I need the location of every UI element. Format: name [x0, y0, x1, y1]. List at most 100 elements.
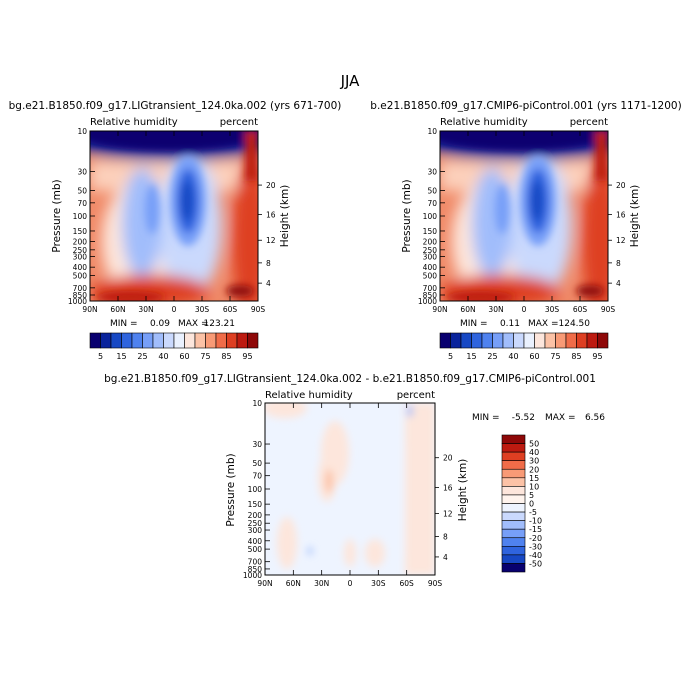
colorbar-swatch: [555, 332, 567, 349]
colorbar-swatch: [439, 332, 451, 349]
colorbar-label: 15: [116, 352, 126, 361]
colorbar-swatch: [205, 332, 217, 349]
pressure-tick-label: 850: [73, 291, 88, 300]
panel-3-min-label: MIN =: [472, 413, 500, 423]
colorbar-swatch: [501, 486, 526, 496]
panel-2-height-axis: 20 16 12 8 4: [608, 181, 626, 288]
panel-2-min-value: 0.11: [500, 319, 520, 329]
height-tick-label: 12: [266, 236, 276, 245]
colorbar-swatch: [173, 332, 185, 349]
colorbar-swatch: [501, 477, 526, 487]
pressure-tick-label: 400: [73, 263, 88, 272]
panel-3-latitude-axis: 90N 60N 30N 0 30S 60S 90S: [257, 403, 442, 588]
pressure-tick-label: 700: [423, 284, 438, 293]
colorbar-swatch: [501, 554, 526, 564]
colorbar-label: 95: [592, 352, 602, 361]
latitude-tick-label: 0: [522, 305, 527, 314]
colorbar-label: -10: [529, 517, 542, 526]
colorbar-swatch: [194, 332, 206, 349]
colorbar-label: 25: [487, 352, 497, 361]
colorbar-label: 40: [158, 352, 168, 361]
pressure-tick-label: 50: [427, 186, 437, 195]
colorbar-swatch: [492, 332, 504, 349]
colorbar-swatch: [163, 332, 175, 349]
colorbar-swatch: [586, 332, 598, 349]
colorbar-swatch: [131, 332, 143, 349]
panel-2-latitude-axis: 90N 60N 30N 0 30S 60S 90S: [432, 131, 615, 314]
latitude-tick-label: 60S: [573, 305, 588, 314]
colorbar-swatch: [142, 332, 154, 349]
colorbar-swatch: [597, 332, 609, 349]
panel-2-variable-label: Relative humidity: [440, 117, 528, 128]
panel-3-y2label: Height (km): [457, 459, 469, 522]
height-tick-label: 20: [443, 454, 453, 463]
panel-2-units-label: percent: [570, 117, 608, 128]
pressure-tick-label: 70: [427, 199, 437, 208]
height-tick-label: 16: [266, 211, 276, 220]
pressure-tick-label: 70: [252, 472, 262, 481]
colorbar-swatch: [501, 528, 526, 539]
latitude-tick-label: 30S: [195, 305, 210, 314]
height-tick-label: 12: [443, 510, 453, 519]
height-tick-label: 16: [443, 484, 453, 493]
height-tick-label: 16: [616, 211, 626, 220]
latitude-tick-label: 60S: [400, 579, 415, 588]
pressure-tick-label: 200: [73, 238, 88, 247]
panel-3: bg.e21.B1850.f09_g17.LIGtransient_124.0k…: [104, 373, 605, 588]
colorbar-swatch: [523, 332, 535, 349]
colorbar-swatch: [460, 332, 472, 349]
pressure-tick-label: 150: [73, 227, 88, 236]
colorbar-label: 85: [571, 352, 581, 361]
colorbar-label: 15: [466, 352, 476, 361]
pressure-tick-label: 1000: [243, 571, 262, 580]
panel-1-min-label: MIN =: [110, 319, 138, 329]
panel-2-colorbar: 5 15 25 40 60 75 85 95: [439, 332, 609, 361]
pressure-tick-label: 300: [423, 253, 438, 262]
latitude-tick-label: 90N: [82, 305, 97, 314]
pressure-tick-label: 1000: [68, 297, 87, 306]
colorbar-swatch: [501, 434, 526, 444]
panel-2-contour-field: [440, 131, 608, 301]
latitude-tick-label: 90S: [428, 579, 443, 588]
colorbar-swatch: [534, 332, 546, 349]
colorbar-swatch: [576, 332, 588, 349]
panel-2-max-label: MAX =: [528, 319, 559, 329]
colorbar-swatch: [544, 332, 556, 349]
pressure-tick-label: 30: [252, 440, 262, 449]
height-tick-label: 4: [266, 279, 271, 288]
pressure-tick-label: 250: [248, 519, 263, 528]
panel-3-units-label: percent: [397, 390, 435, 401]
panel-1-ylabel: Pressure (mb): [51, 179, 63, 252]
panel-1-contour-field: [90, 131, 258, 301]
panel-2-min-label: MIN =: [460, 319, 488, 329]
pressure-tick-label: 100: [248, 485, 263, 494]
colorbar-swatch: [501, 537, 526, 547]
pressure-tick-label: 10: [77, 127, 87, 136]
latitude-tick-label: 60N: [460, 305, 475, 314]
colorbar-swatch: [110, 332, 122, 349]
colorbar-swatch: [89, 332, 101, 349]
panel-3-max-value: 6.56: [585, 413, 605, 423]
colorbar-swatch: [501, 511, 526, 521]
colorbar-label: 10: [529, 482, 539, 491]
height-tick-label: 12: [616, 236, 626, 245]
pressure-tick-label: 150: [423, 227, 438, 236]
pressure-tick-label: 400: [423, 263, 438, 272]
latitude-tick-label: 30N: [488, 305, 503, 314]
latitude-tick-label: 60N: [110, 305, 125, 314]
panel-3-min-value: -5.52: [512, 413, 535, 423]
pressure-tick-label: 100: [73, 212, 88, 221]
latitude-tick-label: 0: [348, 579, 353, 588]
colorbar-label: 40: [529, 448, 539, 457]
colorbar-swatch: [471, 332, 483, 349]
latitude-tick-label: 60N: [286, 579, 301, 588]
colorbar-label: 60: [529, 352, 539, 361]
pressure-tick-label: 150: [248, 500, 263, 509]
colorbar-label: -5: [529, 508, 537, 517]
pressure-tick-label: 850: [423, 291, 438, 300]
panel-1-colorbar: 5 15 25 40 60 75 85 95: [89, 332, 259, 361]
pressure-tick-label: 300: [73, 253, 88, 262]
